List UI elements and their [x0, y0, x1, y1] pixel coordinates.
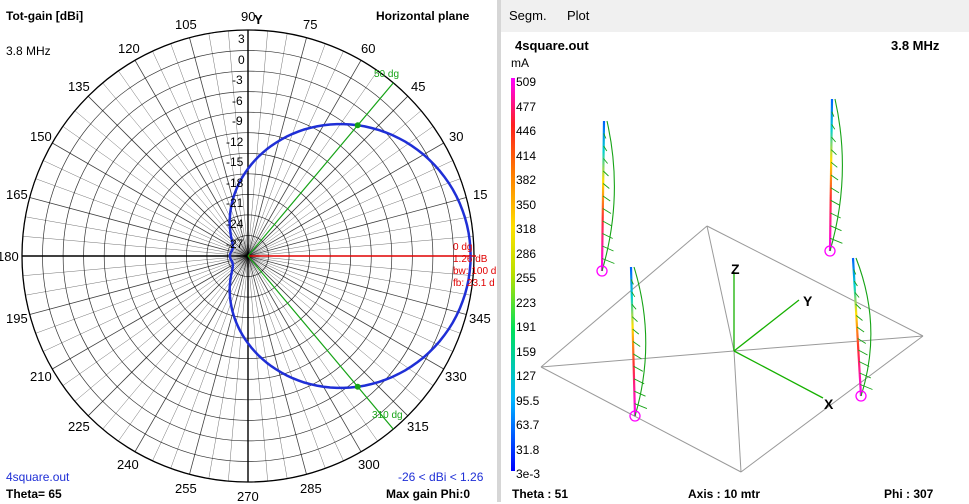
radial-label--9: -9: [232, 114, 243, 128]
angle-label-300: 300: [358, 457, 380, 472]
marker-label-50: 50 dg: [374, 69, 400, 80]
angle-label-225: 225: [68, 419, 90, 434]
radial-label--12: -12: [226, 135, 244, 149]
scale-tick-2: 446: [516, 124, 537, 138]
menu-segm[interactable]: Segm.: [509, 8, 547, 23]
angle-label-210: 210: [30, 369, 52, 384]
view-phi: Phi : 307: [884, 487, 934, 501]
polar-plot: [21, 29, 476, 483]
radial-label--24: -24: [226, 217, 244, 231]
antenna-3d-view: [511, 78, 924, 473]
angle-label-255: 255: [175, 481, 197, 496]
feed-point-1: [596, 265, 608, 277]
angle-label-345: 345: [469, 311, 491, 326]
y-axis-label: Y: [254, 12, 263, 27]
radial-label--15: -15: [226, 155, 244, 169]
max-gain-phi-label: Max gain Phi:0: [386, 487, 471, 501]
feed-point-2: [824, 245, 836, 257]
angle-label-135: 135: [68, 79, 90, 94]
angle-label-15: 15: [473, 187, 488, 202]
scale-tick-0: 509: [516, 75, 537, 89]
current-colorbar: [511, 78, 515, 471]
current-unit: mA: [511, 56, 529, 70]
beam-info-fb: fb: 23.1 d: [453, 278, 495, 289]
polar-plot-panel[interactable]: Tot-gain [dBi] 3.8 MHz Horizontal plane …: [0, 0, 497, 504]
marker-line-310: [247, 255, 394, 430]
beam-info-bw: bw: 100 d: [453, 266, 497, 277]
radial-label--6: -6: [232, 94, 243, 108]
angle-label-90: 90: [241, 9, 256, 24]
angle-label-195: 195: [6, 311, 28, 326]
scale-tick-4: 382: [516, 173, 537, 187]
radial-label--27: -27: [226, 237, 244, 251]
marker-point-310: [354, 383, 361, 390]
scale-tick-3: 414: [516, 149, 537, 163]
marker-point-50: [354, 122, 361, 129]
scale-tick-10: 191: [516, 320, 537, 334]
vertical-element-3: [629, 266, 648, 422]
antenna-view-panel[interactable]: Segm. Plot: [501, 0, 969, 502]
scale-tick-13: 95.5: [516, 394, 540, 408]
angle-label-330: 330: [445, 369, 467, 384]
antenna-elements: [596, 98, 873, 422]
x-axis-label-3d: X: [824, 396, 834, 412]
radial-label--18: -18: [226, 176, 244, 190]
scale-tick-8: 255: [516, 271, 537, 285]
scale-tick-14: 63.7: [516, 418, 540, 432]
radial-label-0: 0: [238, 53, 245, 67]
radial-label-3: 3: [238, 32, 245, 46]
radial-label--3: -3: [232, 73, 243, 87]
gain-pattern-curve: [228, 122, 472, 390]
angle-label-30: 30: [449, 129, 464, 144]
angle-label-165: 165: [6, 187, 28, 202]
z-axis-label: Z: [731, 261, 740, 277]
view-filename: 4square.out: [515, 38, 589, 53]
angle-label-120: 120: [118, 41, 140, 56]
menu-bar: Segm. Plot: [501, 0, 969, 32]
vertical-element-1: [596, 120, 615, 277]
marker-line-50: [247, 82, 394, 257]
view-theta: Theta : 51: [512, 487, 569, 501]
angle-label-45: 45: [411, 79, 426, 94]
feed-point-3: [629, 410, 641, 422]
radial-label--21: -21: [226, 196, 244, 210]
angle-label-240: 240: [117, 457, 139, 472]
coordinate-axes: [733, 272, 824, 399]
beam-info-gain: 1.26 dB: [453, 254, 488, 265]
angle-label-105: 105: [175, 17, 197, 32]
scale-tick-11: 159: [516, 345, 537, 359]
scale-tick-6: 318: [516, 222, 537, 236]
vertical-element-2: [824, 98, 843, 257]
gain-range-label: -26 < dBi < 1.26: [398, 470, 484, 484]
scale-tick-9: 223: [516, 296, 537, 310]
view-frequency: 3.8 MHz: [891, 38, 940, 53]
menu-plot[interactable]: Plot: [567, 8, 590, 23]
scale-tick-12: 127: [516, 369, 537, 383]
angle-label-150: 150: [30, 129, 52, 144]
scale-tick-1: 477: [516, 100, 537, 114]
theta-label: Theta= 65: [6, 487, 62, 501]
frequency-label: 3.8 MHz: [6, 44, 51, 58]
plane-label: Horizontal plane: [376, 9, 470, 23]
marker-label-310: 310 dg: [372, 410, 403, 421]
scale-tick-7: 286: [516, 247, 537, 261]
view-axis-length: Axis : 10 mtr: [688, 487, 761, 501]
panel-divider[interactable]: [497, 0, 501, 502]
angle-label-285: 285: [300, 481, 322, 496]
ground-plane: [540, 225, 924, 473]
scale-tick-16: 3e-3: [516, 467, 541, 481]
scale-tick-5: 350: [516, 198, 537, 212]
y-axis-label-3d: Y: [803, 293, 813, 309]
vertical-element-4: [851, 257, 873, 402]
gain-title: Tot-gain [dBi]: [6, 9, 84, 23]
scale-tick-15: 31.8: [516, 443, 540, 457]
angle-label-75: 75: [303, 17, 318, 32]
feed-point-4: [855, 390, 867, 402]
angle-label-60: 60: [361, 41, 376, 56]
angle-label-270: 270: [237, 489, 259, 504]
angle-label-180: 180: [0, 249, 19, 264]
polar-filename: 4square.out: [6, 470, 70, 484]
angle-label-315: 315: [407, 419, 429, 434]
beam-info-angle: 0 dg: [453, 242, 473, 253]
